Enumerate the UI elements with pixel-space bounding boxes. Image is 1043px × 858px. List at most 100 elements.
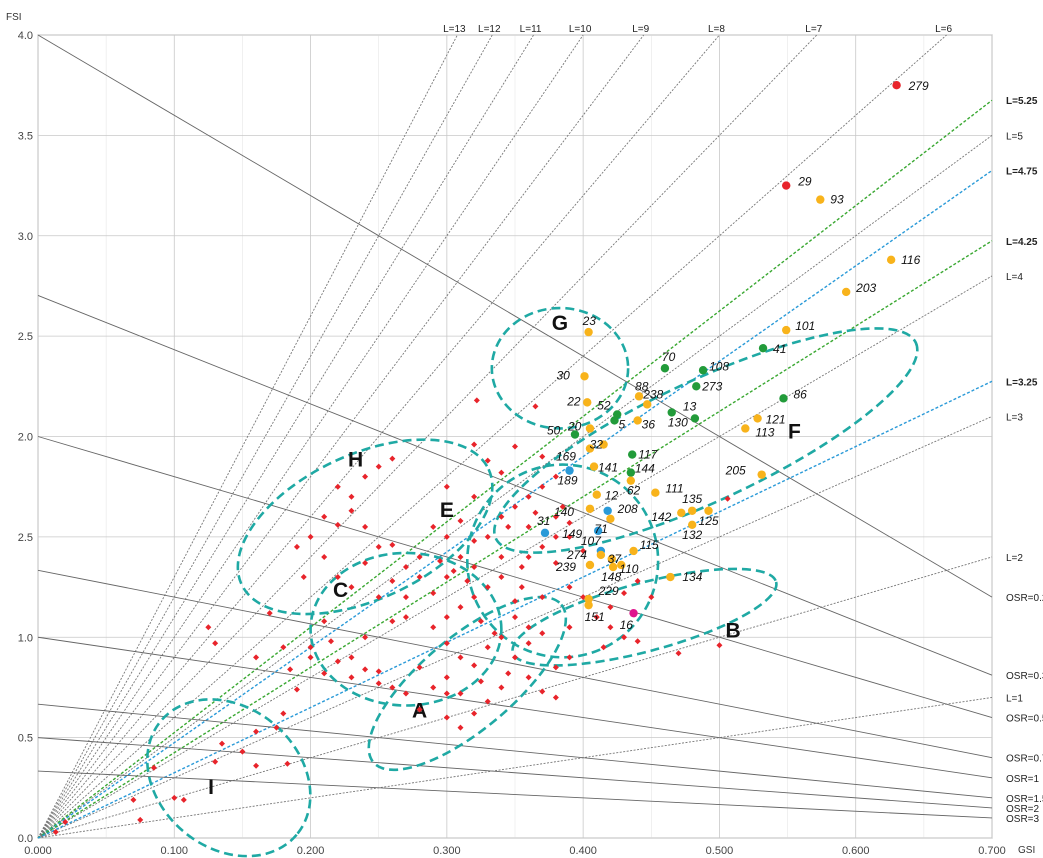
labeled-point bbox=[585, 424, 595, 433]
labeled-point bbox=[596, 550, 606, 560]
red-marker bbox=[539, 630, 546, 637]
red-marker bbox=[471, 537, 478, 544]
red-marker bbox=[443, 574, 450, 581]
point-label: 12 bbox=[605, 489, 619, 503]
y-tick-label: 2.0 bbox=[18, 432, 33, 444]
data-points bbox=[52, 80, 901, 835]
point-label: 31 bbox=[537, 514, 550, 528]
red-marker bbox=[430, 590, 437, 597]
cluster-outline bbox=[367, 595, 568, 772]
x-axis-label: GSI bbox=[1018, 845, 1035, 856]
red-marker bbox=[552, 473, 559, 480]
red-marker bbox=[621, 590, 628, 597]
labeled-point bbox=[584, 600, 593, 610]
point-label: 107 bbox=[581, 534, 602, 548]
cluster-outline bbox=[492, 327, 919, 554]
red-marker bbox=[293, 686, 300, 693]
red-marker bbox=[532, 509, 539, 516]
red-marker bbox=[566, 654, 573, 661]
red-marker bbox=[457, 517, 464, 524]
red-marker bbox=[634, 578, 641, 585]
red-marker bbox=[321, 553, 328, 560]
clusters: GHCEFBAI bbox=[145, 306, 919, 858]
red-marker bbox=[484, 698, 491, 705]
red-marker bbox=[307, 533, 314, 540]
red-marker bbox=[457, 654, 464, 661]
red-marker bbox=[443, 533, 450, 540]
red-marker bbox=[253, 762, 260, 769]
red-marker bbox=[512, 503, 518, 510]
point-label: 203 bbox=[855, 281, 876, 295]
labeled-point bbox=[585, 504, 595, 513]
layer-line bbox=[37, 34, 947, 839]
point-label: 134 bbox=[682, 570, 702, 584]
red-marker bbox=[348, 674, 355, 681]
red-marker bbox=[484, 533, 491, 540]
red-marker bbox=[621, 634, 628, 641]
labeled-point bbox=[599, 440, 608, 449]
point-label: 274 bbox=[566, 548, 587, 562]
labeled-point bbox=[666, 572, 675, 582]
red-marker bbox=[525, 553, 532, 560]
red-marker bbox=[471, 594, 478, 601]
red-marker bbox=[539, 543, 546, 550]
red-marker bbox=[539, 483, 546, 490]
red-marker bbox=[402, 690, 409, 697]
labeled-point bbox=[634, 392, 644, 401]
red-marker bbox=[675, 650, 682, 657]
red-marker bbox=[484, 457, 491, 464]
red-marker bbox=[321, 618, 328, 625]
red-marker bbox=[375, 594, 382, 601]
red-marker bbox=[505, 523, 512, 530]
axes: FSI GSI 0.000 0.100 0.200 0.300 0.400 0.500 0.… bbox=[6, 12, 1035, 857]
red-marker bbox=[457, 553, 464, 560]
labeled-point bbox=[584, 327, 593, 337]
labeled-point bbox=[626, 468, 636, 477]
labeled-point bbox=[892, 80, 901, 90]
y-tick-label: 0.0 bbox=[18, 833, 33, 845]
osr-line-label: OSR=1 bbox=[1006, 774, 1040, 785]
y-tick-label: 1.0 bbox=[18, 632, 33, 644]
cluster-label: C bbox=[333, 579, 348, 602]
layer-line-label: L=9 bbox=[632, 24, 649, 35]
red-marker bbox=[525, 674, 532, 681]
labeled-point bbox=[687, 520, 697, 530]
point-label: 121 bbox=[766, 412, 786, 426]
red-marker bbox=[471, 563, 478, 570]
highlight-line-label: L=5.25 bbox=[1006, 96, 1038, 107]
labeled-point bbox=[677, 508, 686, 517]
osr-line bbox=[37, 737, 993, 809]
red-marker bbox=[416, 664, 423, 671]
point-label: 239 bbox=[555, 560, 576, 574]
labeled-point bbox=[570, 430, 580, 439]
red-marker bbox=[389, 455, 396, 462]
red-marker bbox=[212, 640, 219, 647]
red-marker bbox=[471, 662, 478, 669]
labeled-point bbox=[626, 476, 636, 485]
osr-line-label: OSR=1.5 bbox=[1006, 794, 1043, 805]
cluster-label: H bbox=[348, 449, 363, 472]
red-marker bbox=[484, 644, 491, 651]
point-label: 23 bbox=[582, 314, 597, 328]
red-marker bbox=[512, 654, 518, 661]
red-marker bbox=[512, 614, 518, 621]
cluster-outline bbox=[466, 463, 660, 659]
osr-line bbox=[37, 436, 993, 718]
labeled-point bbox=[753, 414, 762, 423]
red-marker bbox=[150, 764, 157, 771]
point-label: 5 bbox=[618, 417, 625, 431]
red-marker bbox=[130, 796, 137, 803]
red-marker bbox=[280, 644, 287, 651]
labeled-point bbox=[565, 466, 574, 475]
red-marker bbox=[205, 624, 212, 631]
labeled-point bbox=[704, 506, 713, 515]
red-marker bbox=[477, 678, 484, 685]
red-marker bbox=[362, 559, 369, 566]
red-marker bbox=[552, 664, 559, 671]
red-marker bbox=[648, 594, 655, 601]
red-marker bbox=[389, 578, 396, 585]
red-marker bbox=[525, 493, 532, 500]
labeled-point bbox=[667, 408, 676, 417]
point-label: 41 bbox=[773, 342, 786, 356]
